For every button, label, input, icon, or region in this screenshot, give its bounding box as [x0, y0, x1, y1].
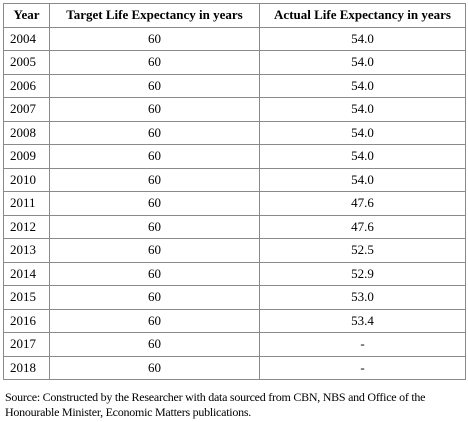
table-row: 2007 60 54.0	[3, 97, 466, 122]
cell-actual: 54.0	[259, 26, 466, 51]
table-row: 2005 60 54.0	[3, 50, 466, 75]
cell-actual: 54.0	[259, 167, 466, 192]
header-actual-life-expectancy: Actual Life Expectancy in years	[259, 3, 466, 28]
cell-target: 60	[49, 120, 260, 145]
cell-year: 2007	[3, 97, 50, 122]
cell-year: 2008	[3, 120, 50, 145]
cell-target: 60	[49, 50, 260, 75]
table-row: 2017 60 -	[3, 332, 466, 357]
table-row: 2012 60 47.6	[3, 214, 466, 239]
cell-year: 2006	[3, 73, 50, 98]
cell-year: 2004	[3, 26, 50, 51]
cell-actual: -	[259, 355, 466, 380]
cell-target: 60	[49, 167, 260, 192]
cell-target: 60	[49, 144, 260, 169]
cell-actual: 53.0	[259, 285, 466, 310]
cell-year: 2013	[3, 238, 50, 263]
header-year: Year	[3, 3, 50, 28]
table-row: 2008 60 54.0	[3, 120, 466, 145]
cell-actual: 54.0	[259, 97, 466, 122]
cell-year: 2016	[3, 308, 50, 333]
cell-year: 2012	[3, 214, 50, 239]
cell-target: 60	[49, 355, 260, 380]
cell-actual: 47.6	[259, 191, 466, 216]
cell-actual: 52.9	[259, 261, 466, 286]
cell-actual: 54.0	[259, 120, 466, 145]
cell-actual: 54.0	[259, 144, 466, 169]
cell-target: 60	[49, 73, 260, 98]
cell-year: 2018	[3, 355, 50, 380]
table-row: 2004 60 54.0	[3, 26, 466, 51]
cell-year: 2009	[3, 144, 50, 169]
cell-actual: 54.0	[259, 73, 466, 98]
table-row: 2015 60 53.0	[3, 285, 466, 310]
cell-year: 2005	[3, 50, 50, 75]
cell-target: 60	[49, 261, 260, 286]
cell-actual: 54.0	[259, 50, 466, 75]
cell-year: 2017	[3, 332, 50, 357]
cell-actual: 47.6	[259, 214, 466, 239]
table-row: 2014 60 52.9	[3, 261, 466, 286]
cell-year: 2015	[3, 285, 50, 310]
cell-year: 2011	[3, 191, 50, 216]
table-row: 2016 60 53.4	[3, 308, 466, 333]
table-row: 2011 60 47.6	[3, 191, 466, 216]
cell-target: 60	[49, 238, 260, 263]
cell-target: 60	[49, 97, 260, 122]
table-row: 2006 60 54.0	[3, 73, 466, 98]
cell-target: 60	[49, 308, 260, 333]
cell-target: 60	[49, 285, 260, 310]
table-row: 2018 60 -	[3, 355, 466, 380]
table-row: 2009 60 54.0	[3, 144, 466, 169]
cell-actual: 53.4	[259, 308, 466, 333]
cell-year: 2010	[3, 167, 50, 192]
cell-target: 60	[49, 214, 260, 239]
table-row: 2010 60 54.0	[3, 167, 466, 192]
source-note: Source: Constructed by the Researcher wi…	[5, 390, 426, 419]
header-target-life-expectancy: Target Life Expectancy in years	[49, 3, 260, 28]
table-header-row: Year Target Life Expectancy in years Act…	[3, 3, 466, 28]
cell-year: 2014	[3, 261, 50, 286]
cell-actual: 52.5	[259, 238, 466, 263]
cell-target: 60	[49, 26, 260, 51]
cell-actual: -	[259, 332, 466, 357]
life-expectancy-table: Year Target Life Expectancy in years Act…	[3, 3, 466, 380]
cell-target: 60	[49, 332, 260, 357]
table-row: 2013 60 52.5	[3, 238, 466, 263]
cell-target: 60	[49, 191, 260, 216]
